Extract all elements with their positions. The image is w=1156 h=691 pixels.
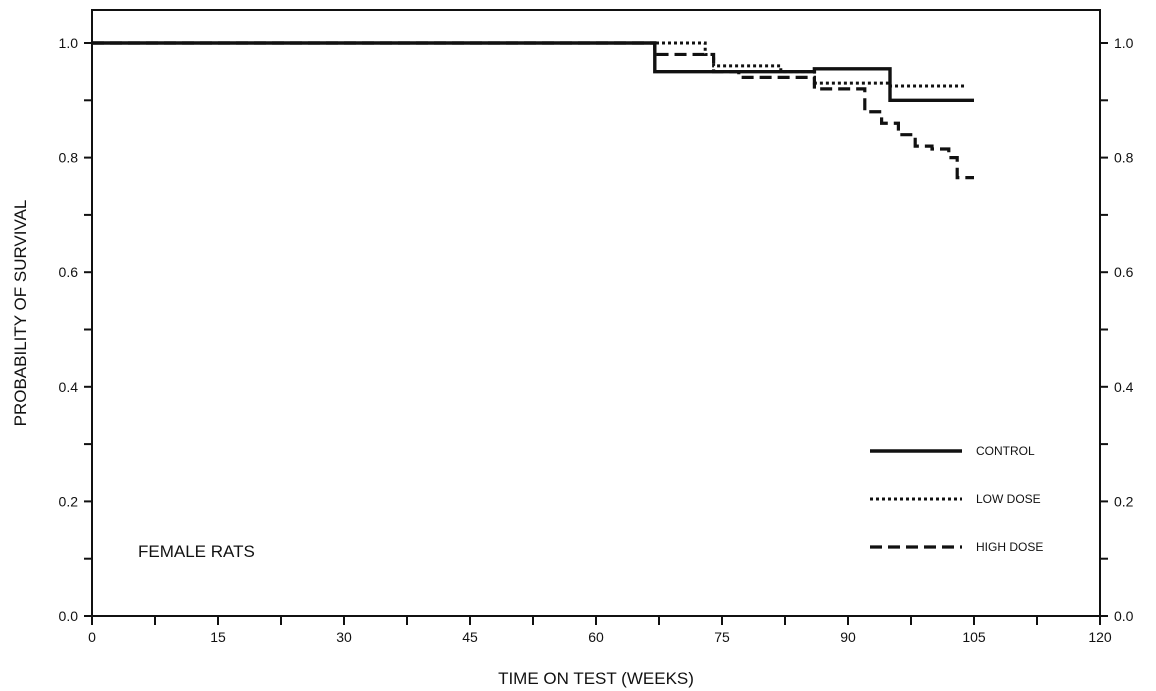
y-tick-label: 0.0 — [59, 608, 79, 624]
y-tick-label: 0.8 — [59, 150, 79, 166]
x-tick-label: 75 — [714, 629, 730, 645]
y-axis-title: PROBABILITY OF SURVIVAL — [11, 200, 30, 427]
chart-annotation: FEMALE RATS — [138, 542, 255, 561]
y-tick-label: 0.4 — [59, 379, 79, 395]
series-high-dose-line — [92, 41, 974, 180]
x-axis: 0 15 30 45 60 75 90 105 120 — [88, 616, 1112, 645]
legend-label: LOW DOSE — [976, 492, 1041, 506]
x-tick-label: 45 — [462, 629, 478, 645]
y2-tick-label: 0.4 — [1114, 379, 1134, 395]
y-axis-right: 0.0 0.2 0.4 0.6 0.8 1.0 — [1100, 35, 1134, 624]
x-tick-label: 90 — [840, 629, 856, 645]
series-layer — [92, 41, 974, 180]
legend-label: HIGH DOSE — [976, 540, 1043, 554]
y2-tick-label: 1.0 — [1114, 35, 1134, 51]
y-tick-label: 0.6 — [59, 264, 79, 280]
x-tick-label: 120 — [1088, 629, 1112, 645]
y2-tick-label: 0.8 — [1114, 150, 1134, 166]
series-control-line — [92, 41, 974, 102]
legend-label: CONTROL — [976, 444, 1035, 458]
x-tick-label: 105 — [962, 629, 986, 645]
x-axis-title: TIME ON TEST (WEEKS) — [498, 669, 694, 688]
y2-tick-label: 0.2 — [1114, 493, 1134, 509]
x-tick-label: 0 — [88, 629, 96, 645]
x-tick-label: 15 — [210, 629, 226, 645]
series-low-dose-line — [92, 41, 966, 88]
x-tick-label: 60 — [588, 629, 604, 645]
y2-tick-label: 0.6 — [1114, 264, 1134, 280]
x-tick-label: 30 — [336, 629, 352, 645]
legend: CONTROL LOW DOSE HIGH DOSE — [870, 444, 1043, 554]
y-tick-label: 0.2 — [59, 493, 79, 509]
y-tick-label: 1.0 — [59, 35, 79, 51]
y-axis-left: 0.0 0.2 0.4 0.6 0.8 1.0 — [59, 35, 92, 624]
y2-tick-label: 0.0 — [1114, 608, 1134, 624]
